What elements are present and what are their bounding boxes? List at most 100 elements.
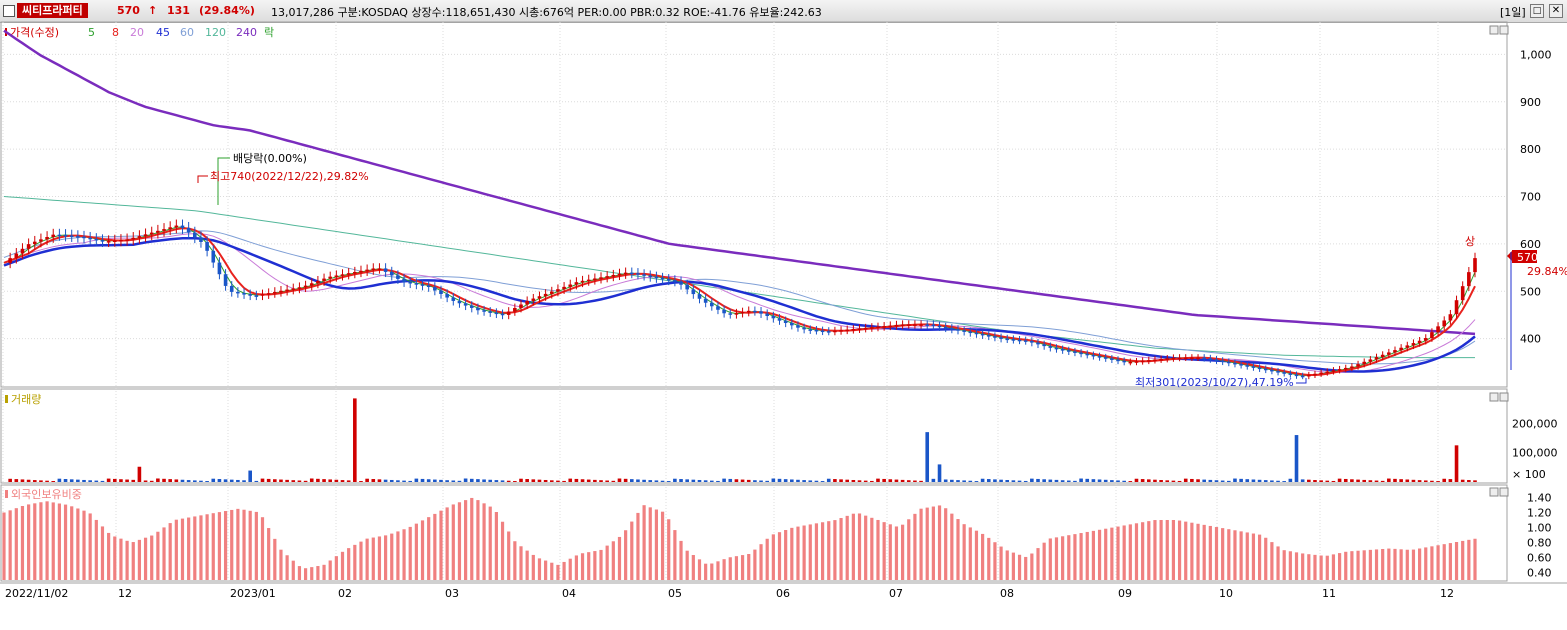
volume-bar bbox=[1116, 480, 1120, 482]
panel-buttons[interactable] bbox=[1489, 25, 1509, 497]
volume-bar bbox=[396, 480, 400, 482]
foreign-ratio-bar bbox=[1128, 524, 1132, 580]
select-checkbox[interactable] bbox=[3, 5, 15, 17]
candle bbox=[931, 324, 936, 327]
x-tick-label: 12 bbox=[118, 587, 132, 600]
volume-bar bbox=[1128, 481, 1133, 482]
foreign-ratio-bar bbox=[1257, 534, 1262, 580]
foreign-ratio-bar bbox=[944, 508, 948, 580]
volume-bar bbox=[1190, 478, 1194, 482]
restore-icon[interactable]: □ bbox=[1530, 4, 1544, 18]
candle bbox=[1214, 359, 1219, 361]
candle bbox=[353, 271, 357, 274]
volume-bar bbox=[303, 480, 308, 482]
volume-bar bbox=[94, 480, 99, 482]
volume-bar bbox=[106, 478, 111, 482]
volume-bar bbox=[26, 479, 31, 482]
candle bbox=[149, 232, 154, 235]
foreign-ratio-bar bbox=[1276, 546, 1280, 580]
volume-bar bbox=[1103, 479, 1108, 482]
foreign-ratio-bar bbox=[790, 527, 794, 580]
volume-bar bbox=[469, 478, 474, 482]
foreign-ratio-bar bbox=[654, 509, 659, 580]
foreign-ratio-bar bbox=[322, 564, 326, 580]
volume-bar bbox=[1393, 478, 1397, 482]
foreign-ratio-bar bbox=[464, 500, 468, 580]
y-tick-volume: 200,000 bbox=[1512, 417, 1558, 430]
volume-bar bbox=[1214, 480, 1219, 482]
x-tick-label: 2023/01 bbox=[230, 587, 276, 600]
foreign-ratio-bar bbox=[1054, 537, 1059, 580]
volume-bar bbox=[57, 478, 62, 482]
foreign-ratio-bar bbox=[1288, 551, 1292, 580]
candle bbox=[1122, 360, 1126, 363]
volume-bar bbox=[168, 479, 172, 482]
period-selector[interactable]: [1일] bbox=[1500, 6, 1526, 19]
foreign-ratio-bar bbox=[1393, 548, 1397, 580]
candle bbox=[685, 284, 689, 290]
candle bbox=[273, 291, 277, 294]
candle bbox=[1060, 349, 1065, 351]
volume-bar bbox=[1091, 479, 1096, 482]
foreign-ratio-bar bbox=[1245, 532, 1249, 580]
candle bbox=[254, 295, 259, 297]
volume-bar bbox=[974, 481, 979, 482]
foreign-ratio-bar bbox=[993, 542, 997, 580]
volume-bar bbox=[531, 479, 536, 482]
stock-name[interactable]: 씨티프라퍼티 bbox=[17, 3, 88, 18]
candle bbox=[1473, 258, 1477, 273]
candle bbox=[710, 302, 714, 307]
foreign-ratio-bar bbox=[925, 507, 929, 580]
foreign-ratio-bar bbox=[1301, 553, 1305, 580]
volume-bar bbox=[679, 479, 683, 482]
volume-bar bbox=[14, 479, 19, 482]
volume-bar bbox=[580, 479, 585, 482]
candle bbox=[32, 241, 37, 245]
title-bar: 씨티프라퍼티 570 ↑ 131 (29.84%) 13,017,286 구분:… bbox=[0, 0, 1567, 23]
candle bbox=[236, 291, 240, 294]
foreign-ratio-bar bbox=[1110, 527, 1114, 580]
foreign-ratio-bar bbox=[1461, 540, 1465, 580]
volume-bar bbox=[365, 478, 369, 482]
candle bbox=[974, 332, 979, 335]
candle bbox=[1294, 374, 1299, 377]
candle bbox=[383, 268, 388, 272]
volume-bar bbox=[549, 480, 554, 482]
volume-bar bbox=[796, 479, 800, 482]
volume-bar bbox=[999, 479, 1003, 482]
volume-bar bbox=[494, 480, 499, 482]
volume-bar bbox=[186, 480, 191, 482]
candle bbox=[636, 273, 640, 275]
volume-bar bbox=[1036, 478, 1040, 482]
candle bbox=[956, 329, 960, 331]
x-tick-label: 11 bbox=[1322, 587, 1336, 600]
candle bbox=[248, 294, 252, 296]
candle bbox=[629, 272, 634, 275]
candle bbox=[506, 311, 511, 315]
candle bbox=[125, 239, 129, 241]
volume-bar bbox=[654, 480, 659, 482]
foreign-ratio-bar bbox=[937, 505, 942, 580]
y-tick-price: 700 bbox=[1520, 191, 1541, 204]
candle bbox=[999, 337, 1003, 339]
foreign-ratio-bar bbox=[1239, 531, 1243, 580]
y-tick-price: 1,000 bbox=[1520, 48, 1552, 61]
volume-bar bbox=[359, 481, 363, 482]
y-axis-labels: 1,000 900 800 700 600 500 400 200,000 100,000 × 1… bbox=[1512, 48, 1558, 579]
candle bbox=[1227, 361, 1231, 364]
volume-bar bbox=[51, 481, 56, 482]
volume-bar bbox=[131, 479, 136, 482]
close-icon[interactable]: ✕ bbox=[1549, 4, 1563, 18]
volume-bar bbox=[666, 481, 671, 482]
volume-bar bbox=[568, 478, 573, 482]
volume-bar bbox=[1350, 479, 1354, 482]
volume-bar bbox=[266, 478, 271, 482]
volume-bar bbox=[457, 480, 462, 482]
foreign-ratio-bar bbox=[1177, 520, 1182, 580]
candle bbox=[51, 234, 56, 237]
foreign-ratio-bar bbox=[1097, 529, 1102, 580]
legend-ma5: 5 bbox=[88, 26, 95, 39]
candle bbox=[623, 272, 628, 275]
volume-bar bbox=[211, 478, 216, 482]
candle bbox=[537, 296, 542, 299]
